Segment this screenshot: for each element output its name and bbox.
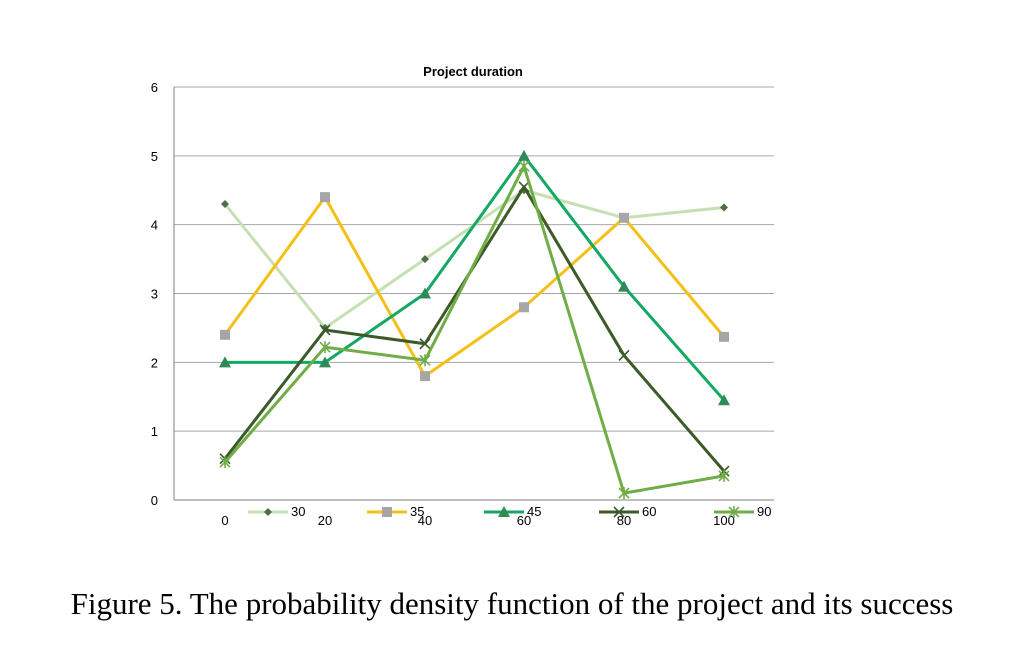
figure-caption: Figure 5. The probability density functi…	[70, 586, 954, 621]
legend-item: 60	[599, 504, 656, 519]
legend-label: 45	[527, 504, 541, 519]
y-tick-label: 0	[151, 493, 158, 508]
y-tick-label: 1	[151, 424, 158, 439]
y-tick-label: 4	[151, 218, 158, 233]
data-point	[518, 149, 530, 161]
data-point	[221, 200, 229, 209]
legend-label: 60	[642, 504, 656, 519]
data-point	[319, 341, 331, 354]
data-point	[419, 354, 431, 367]
series-line	[223, 164, 725, 495]
data-point	[419, 338, 431, 350]
data-point	[220, 329, 230, 340]
data-point	[619, 212, 629, 223]
data-point	[719, 331, 729, 342]
chart-title: Project duration	[423, 64, 523, 79]
data-point	[718, 394, 730, 406]
data-point	[518, 181, 530, 193]
legend-marker	[264, 508, 272, 516]
legend-marker	[498, 506, 510, 517]
y-tick-label: 3	[151, 287, 158, 302]
legend-label: 90	[757, 504, 771, 519]
x-tick-label: 80	[617, 513, 631, 528]
data-point	[219, 456, 231, 469]
legend-marker	[613, 506, 625, 518]
data-point	[419, 287, 431, 299]
x-tick-label: 60	[517, 513, 531, 528]
data-point	[320, 192, 330, 203]
data-point	[219, 356, 231, 368]
series-line	[225, 154, 726, 402]
data-point	[421, 255, 429, 264]
data-point	[319, 324, 331, 336]
y-tick-label: 5	[151, 149, 158, 164]
data-point	[518, 160, 530, 173]
data-point	[618, 349, 630, 362]
legend-label: 30	[291, 504, 305, 519]
series-35	[220, 192, 729, 382]
x-tick-label: 40	[418, 513, 432, 528]
series-45	[219, 149, 730, 406]
series-line	[223, 188, 725, 330]
x-tick-label: 20	[318, 513, 332, 528]
y-tick-label: 6	[151, 80, 158, 95]
legend-marker	[382, 507, 392, 517]
data-point	[420, 371, 430, 382]
series-line	[223, 195, 726, 378]
x-tick-label: 0	[221, 513, 228, 528]
data-point	[519, 302, 529, 313]
grid-layer	[174, 86, 774, 501]
data-point	[720, 203, 728, 212]
y-tick-label: 2	[151, 355, 158, 370]
legend-item: 35	[367, 504, 424, 519]
legend-label: 35	[410, 504, 424, 519]
data-point	[718, 469, 730, 482]
series-layer	[219, 149, 730, 500]
data-point	[618, 487, 630, 500]
data-point	[319, 356, 331, 368]
series-90	[219, 160, 730, 500]
legend-item: 90	[714, 504, 771, 519]
data-point	[618, 280, 630, 292]
legend-item: 45	[484, 504, 541, 519]
series-30	[221, 186, 728, 332]
legend-marker	[728, 506, 740, 518]
legend-item: 30	[248, 504, 305, 519]
legend: 30 35 45 60 90	[248, 504, 771, 519]
